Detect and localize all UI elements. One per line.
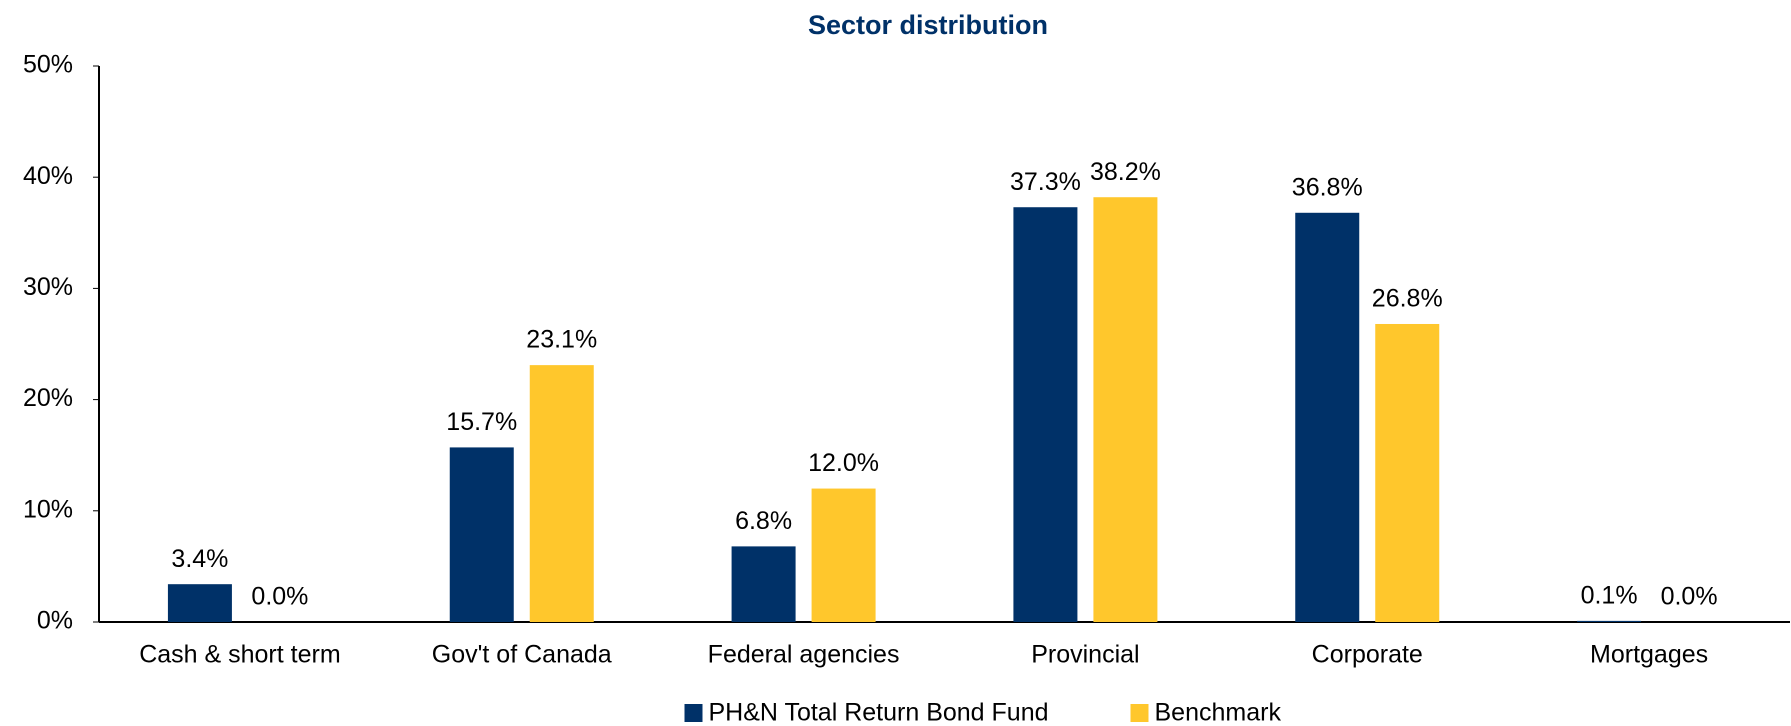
legend-swatch <box>684 704 703 722</box>
x-tick-label: Cash & short term <box>139 641 340 669</box>
y-tick-label: 20% <box>23 384 73 412</box>
x-tick-label: Provincial <box>1031 641 1139 669</box>
y-tick-label: 0% <box>37 607 73 635</box>
data-label: 15.7% <box>446 408 517 436</box>
y-tick-label: 50% <box>23 51 73 79</box>
legend-swatch <box>1130 704 1149 722</box>
bar <box>1577 620 1642 622</box>
x-tick-label: Corporate <box>1312 641 1423 669</box>
x-tick-label: Gov't of Canada <box>432 641 612 669</box>
bar <box>1375 323 1440 622</box>
data-label: 38.2% <box>1090 158 1161 186</box>
data-label: 0.1% <box>1581 581 1638 609</box>
bar <box>167 584 232 622</box>
chart-title: Sector distribution <box>808 10 1048 40</box>
data-label: 3.4% <box>171 545 228 573</box>
legend-label: Benchmark <box>1155 699 1282 726</box>
data-label: 26.8% <box>1372 285 1443 313</box>
bar <box>1013 207 1078 622</box>
data-label: 0.0% <box>1661 583 1718 611</box>
bar <box>1295 212 1360 622</box>
bar <box>731 546 796 622</box>
bar <box>811 488 876 622</box>
bar <box>449 447 514 622</box>
data-label: 0.0% <box>251 583 308 611</box>
data-label: 23.1% <box>526 326 597 354</box>
data-label: 12.0% <box>808 449 879 477</box>
legend-label: PH&N Total Return Bond Fund <box>709 699 1049 726</box>
data-label: 36.8% <box>1292 173 1363 201</box>
bar <box>1093 197 1158 622</box>
bar <box>529 365 594 622</box>
y-tick-label: 30% <box>23 273 73 301</box>
data-label: 37.3% <box>1010 168 1081 196</box>
y-tick-label: 10% <box>23 495 73 523</box>
y-tick-label: 40% <box>23 162 73 190</box>
x-tick-label: Mortgages <box>1590 641 1708 669</box>
data-label: 6.8% <box>735 507 792 535</box>
x-tick-label: Federal agencies <box>708 641 900 669</box>
